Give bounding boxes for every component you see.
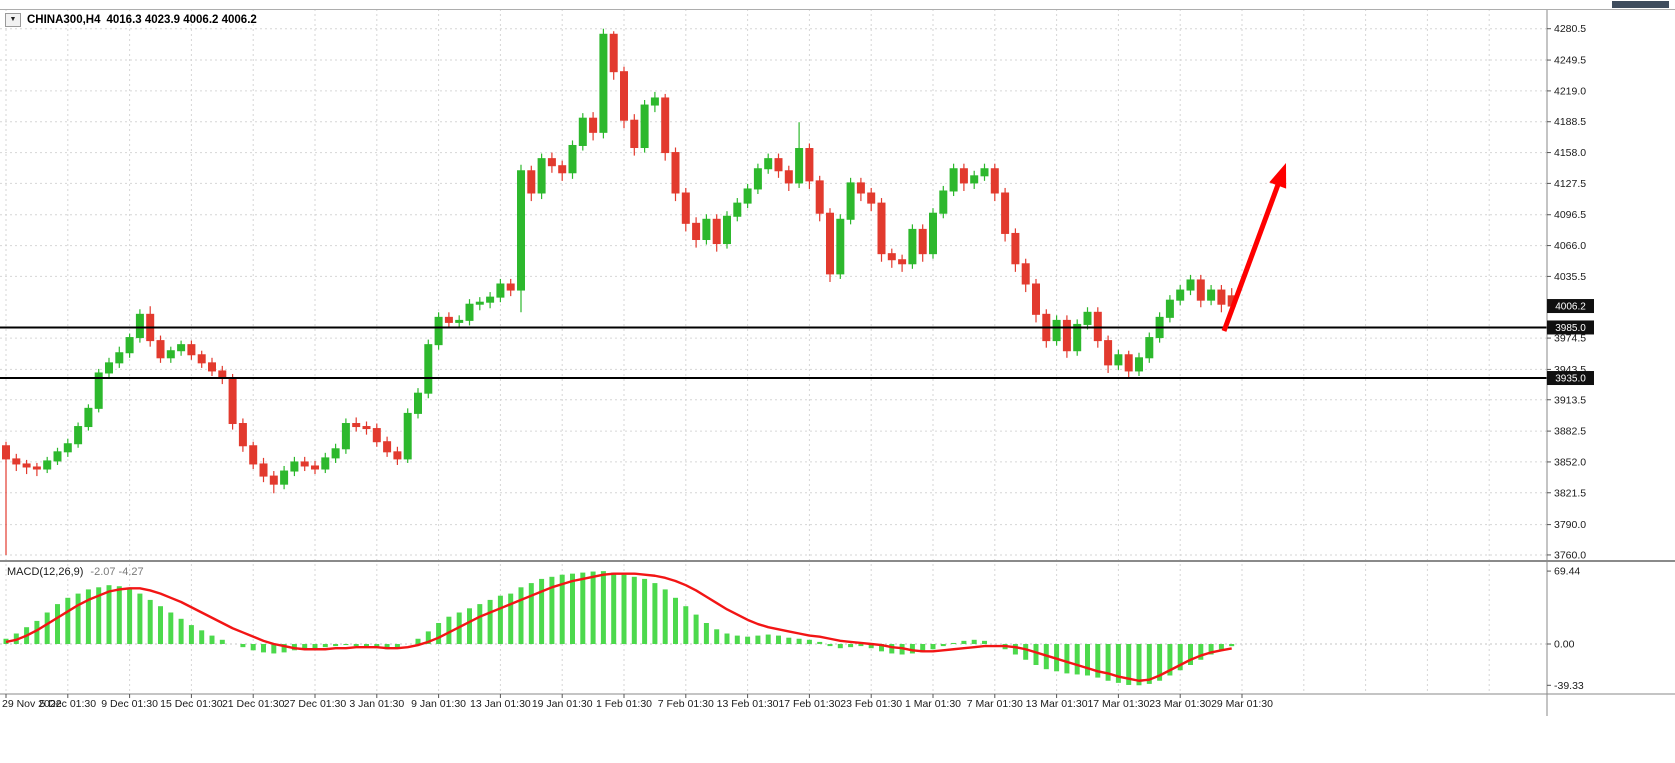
arrow-head xyxy=(1269,163,1287,189)
axis-label: 4035.5 xyxy=(1554,271,1586,283)
gridlines xyxy=(0,9,1547,694)
axis-label: 4006.2 xyxy=(1555,302,1586,313)
chart-title-bar: ▼ CHINA300,H4 4016.3 4023.9 4006.2 4006.… xyxy=(5,13,257,27)
macd-histogram xyxy=(3,571,1235,686)
axis-label: 29 Mar 01:30 xyxy=(1211,698,1273,710)
support-price-tag xyxy=(1547,320,1594,335)
time-axis-area[interactable] xyxy=(0,694,1547,763)
axis-label: 7 Mar 01:30 xyxy=(967,698,1023,710)
axis-label: 13 Mar 01:30 xyxy=(1026,698,1088,710)
axis-label: 7 Feb 01:30 xyxy=(658,698,714,710)
axis-label: 13 Feb 01:30 xyxy=(717,698,779,710)
axis-label: 4096.5 xyxy=(1554,209,1586,221)
chart-scrollbar-track[interactable] xyxy=(0,0,1675,10)
support-price-tag xyxy=(1547,371,1594,386)
axis-label: 4219.0 xyxy=(1554,85,1586,97)
candlestick-series xyxy=(2,28,1236,555)
scrollbar-thumb[interactable] xyxy=(1612,1,1669,8)
symbol-timeframe-label: CHINA300,H4 xyxy=(27,14,101,26)
axis-label: 23 Mar 01:30 xyxy=(1149,698,1211,710)
axis-label: 17 Feb 01:30 xyxy=(778,698,840,710)
axis-label: 3821.5 xyxy=(1554,487,1586,499)
axis-label: 23 Feb 01:30 xyxy=(840,698,902,710)
ohlc-values: 4016.3 4023.9 4006.2 4006.2 xyxy=(106,14,257,26)
axis-label: 4127.5 xyxy=(1554,178,1586,190)
axis-label: 0.00 xyxy=(1554,639,1575,651)
axis-label: 15 Dec 01:30 xyxy=(160,698,223,710)
axis-label: 9 Dec 01:30 xyxy=(101,698,158,710)
axis-label: 3790.0 xyxy=(1554,519,1586,531)
axis-label: 1 Feb 01:30 xyxy=(596,698,652,710)
current-price-tag xyxy=(1547,299,1594,314)
axis-label: 1 Mar 01:30 xyxy=(905,698,961,710)
axis-label: 4066.0 xyxy=(1554,240,1586,252)
axis-label: 3882.5 xyxy=(1554,426,1586,438)
axis-label: 17 Mar 01:30 xyxy=(1087,698,1149,710)
axis-label: 4188.5 xyxy=(1554,116,1586,128)
axis-label: 3913.5 xyxy=(1554,394,1586,406)
axis-label: 3 Jan 01:30 xyxy=(349,698,404,710)
axis-label: 69.44 xyxy=(1554,566,1580,578)
trend-arrow-annotation[interactable] xyxy=(1221,163,1287,332)
axis-label: 3974.5 xyxy=(1554,333,1586,345)
axis-label: 3760.0 xyxy=(1554,549,1586,561)
axis-label: 27 Dec 01:30 xyxy=(284,698,347,710)
axis-label: 19 Jan 01:30 xyxy=(532,698,593,710)
macd-indicator-label: MACD(12,26,9) -2.07 -4.27 xyxy=(7,566,144,578)
axis-label: -39.33 xyxy=(1554,680,1584,692)
axis-label: 13 Jan 01:30 xyxy=(470,698,531,710)
axis-label: 3935.0 xyxy=(1555,374,1586,385)
axis-label: 4280.5 xyxy=(1554,23,1586,35)
axis-label: 29 Nov 2022 xyxy=(2,698,62,710)
axis-label: 5 Dec 01:30 xyxy=(39,698,96,710)
axis-label: 9 Jan 01:30 xyxy=(411,698,466,710)
axis-label: 4249.5 xyxy=(1554,55,1586,67)
axis-label: 21 Dec 01:30 xyxy=(222,698,285,710)
macd-signal-line xyxy=(5,572,1232,682)
macd-values: -2.07 -4.27 xyxy=(90,566,144,578)
axis-label: 3985.0 xyxy=(1555,323,1586,334)
symbol-dropdown-icon[interactable]: ▼ xyxy=(5,13,21,27)
axis-label: 4158.0 xyxy=(1554,147,1586,159)
macd-name: MACD(12,26,9) xyxy=(7,566,84,578)
axis-label: 3852.0 xyxy=(1554,456,1586,468)
price-axis-area[interactable] xyxy=(1547,9,1675,694)
